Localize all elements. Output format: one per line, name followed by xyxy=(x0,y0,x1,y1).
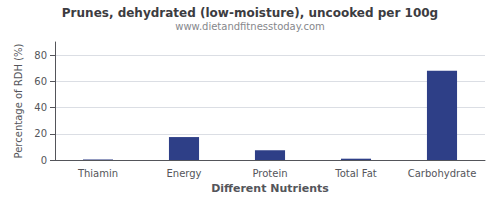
svg-text:0: 0 xyxy=(41,155,47,166)
svg-text:Prunes, dehydrated (low-moistu: Prunes, dehydrated (low-moisture), uncoo… xyxy=(62,6,438,20)
svg-text:Protein: Protein xyxy=(252,168,287,179)
svg-text:Carbohydrate: Carbohydrate xyxy=(408,168,477,179)
svg-text:Energy: Energy xyxy=(166,168,201,179)
svg-text:40: 40 xyxy=(34,102,47,113)
svg-text:Total Fat: Total Fat xyxy=(334,168,376,179)
svg-text:www.dietandfitnesstoday.com: www.dietandfitnesstoday.com xyxy=(175,21,324,32)
svg-text:Percentage of RDH (%): Percentage of RDH (%) xyxy=(13,43,24,158)
svg-text:Thiamin: Thiamin xyxy=(77,168,118,179)
svg-text:Different Nutrients: Different Nutrients xyxy=(211,182,329,195)
svg-text:60: 60 xyxy=(34,76,47,87)
svg-text:80: 80 xyxy=(34,50,47,61)
svg-text:20: 20 xyxy=(34,128,47,139)
